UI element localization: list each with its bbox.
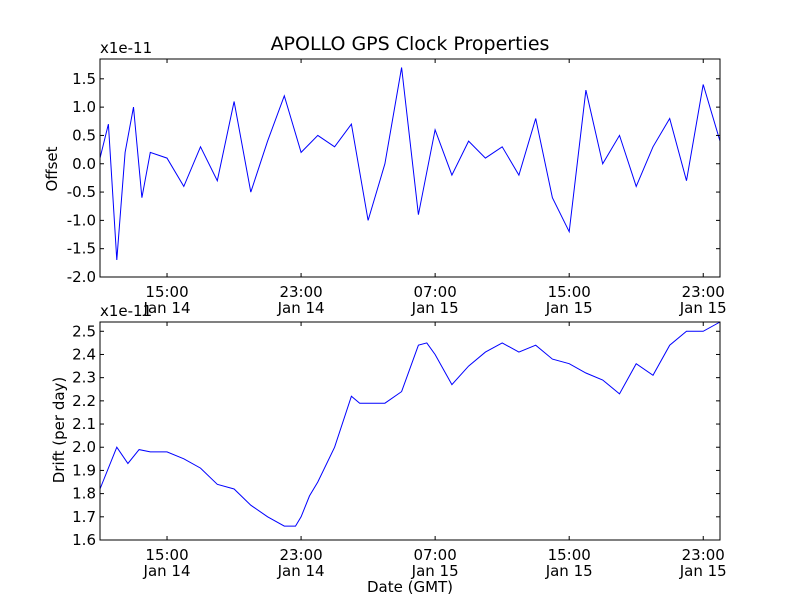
drift-exponent-label: x1e-11 [100,302,152,320]
x-tick-time-1-0: 15:00 [145,546,188,564]
y-tick-label-0-4: 0.0 [72,155,96,173]
plot-frame-1 [99,321,721,541]
x-tick-date-1-0: Jan 14 [143,562,191,580]
offset-axis-label: Offset [43,146,61,191]
plot-frame-0 [99,58,721,278]
x-tick-date-0-2: Jan 15 [411,299,459,317]
x-tick-date-1-4: Jan 15 [679,562,727,580]
x-tick-time-0-0: 15:00 [145,283,188,301]
y-tick-label-1-3: 1.9 [72,461,96,479]
x-tick-date-0-3: Jan 15 [545,299,593,317]
figure-title: APOLLO GPS Clock Properties [271,33,550,55]
x-tick-time-1-3: 15:00 [548,546,591,564]
x-tick-time-0-3: 15:00 [548,283,591,301]
x-tick-time-0-2: 07:00 [414,283,457,301]
y-tick-label-1-0: 1.6 [72,531,96,549]
y-tick-label-1-6: 2.2 [72,392,96,410]
y-tick-label-0-0: -2.0 [67,268,96,286]
x-tick-time-0-1: 23:00 [279,283,322,301]
offset-plot: x1e-11 Offset -2.0 -1.5 -1.0 -0.5 0.0 0.5 1.0 1… [43,39,727,317]
y-tick-label-1-9: 2.5 [72,322,96,340]
x-tick-time-1-2: 07:00 [414,546,457,564]
x-tick-time-0-4: 23:00 [682,283,725,301]
x-tick-date-1-2: Jan 15 [411,562,459,580]
y-tick-label-0-5: 0.5 [72,126,96,144]
x-tick-time-1-4: 23:00 [682,546,725,564]
y-tick-label-1-2: 1.8 [72,485,96,503]
x-tick-date-0-4: Jan 15 [679,299,727,317]
y-tick-label-0-7: 1.5 [72,70,96,88]
y-tick-label-1-4: 2.0 [72,438,96,456]
x-tick-date-0-0: Jan 14 [143,299,191,317]
y-tick-label-0-2: -1.0 [67,211,96,229]
y-tick-label-0-3: -0.5 [67,183,96,201]
series-line-0-0 [99,67,721,261]
y-tick-label-0-6: 1.0 [72,98,96,116]
x-tick-date-0-1: Jan 14 [277,299,325,317]
x-tick-date-1-3: Jan 15 [545,562,593,580]
series-line-1-0 [99,321,721,527]
offset-exponent-label: x1e-11 [100,39,152,57]
drift-plot: x1e-11 Drift (per day) Date (GMT) 1.6 1.7… [50,302,727,596]
y-tick-label-0-1: -1.5 [67,240,96,258]
drift-axis-label: Drift (per day) [50,377,68,484]
y-tick-label-1-7: 2.3 [72,369,96,387]
x-tick-date-1-1: Jan 14 [277,562,325,580]
x-axis-label: Date (GMT) [367,578,453,596]
y-tick-label-1-8: 2.4 [72,345,96,363]
x-tick-time-1-1: 23:00 [279,546,322,564]
y-tick-label-1-1: 1.7 [72,508,96,526]
y-tick-label-1-5: 2.1 [72,415,96,433]
